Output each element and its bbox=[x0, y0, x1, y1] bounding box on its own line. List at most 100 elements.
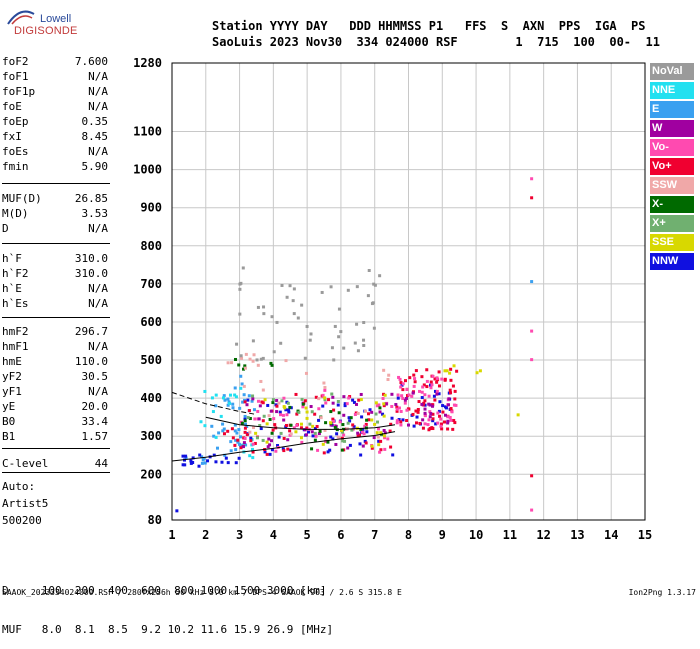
echo-point bbox=[189, 459, 193, 463]
echo-point bbox=[450, 410, 454, 414]
param-label: foF1 bbox=[2, 70, 29, 83]
param-value: 7.600 bbox=[74, 55, 108, 68]
echo-point bbox=[401, 382, 405, 386]
param-label: h`E bbox=[2, 282, 22, 295]
echo-point bbox=[329, 410, 333, 414]
legend-item-vo: Vo- bbox=[650, 139, 694, 156]
echo-point bbox=[252, 426, 256, 430]
echo-point bbox=[221, 429, 225, 433]
echo-point bbox=[275, 410, 279, 414]
echo-point bbox=[357, 398, 361, 402]
y-tick-label: 700 bbox=[140, 277, 162, 291]
echo-point bbox=[318, 429, 322, 433]
echo-point bbox=[283, 406, 287, 410]
echo-point bbox=[410, 394, 414, 398]
echo-point bbox=[299, 436, 303, 440]
param-value: N/A bbox=[88, 145, 108, 158]
echo-point bbox=[448, 371, 452, 375]
echo-point bbox=[378, 274, 382, 278]
echo-point bbox=[427, 402, 431, 406]
echo-point bbox=[449, 367, 453, 371]
echo-point bbox=[441, 410, 445, 414]
echo-point bbox=[323, 388, 327, 392]
echo-point bbox=[308, 422, 312, 426]
echo-point bbox=[381, 396, 385, 400]
echo-point bbox=[422, 401, 426, 405]
echo-point bbox=[429, 380, 433, 384]
echo-point bbox=[281, 447, 285, 451]
echo-point bbox=[301, 405, 305, 409]
echo-point bbox=[436, 411, 440, 415]
echo-point bbox=[285, 413, 289, 417]
param-value: 310.0 bbox=[74, 252, 108, 265]
echo-point bbox=[245, 433, 249, 437]
header-line-1: Station YYYY DAY DDD HHMMSS P1 FFS S AXN… bbox=[212, 19, 646, 33]
echo-point bbox=[329, 421, 333, 425]
echo-point bbox=[449, 418, 453, 422]
echo-point bbox=[530, 177, 534, 181]
echo-point bbox=[272, 350, 276, 354]
param-value: 8.45 bbox=[81, 130, 109, 143]
echo-point bbox=[342, 433, 346, 437]
echo-point bbox=[530, 358, 534, 362]
echo-point bbox=[238, 406, 242, 410]
echo-point bbox=[412, 424, 416, 428]
echo-point bbox=[256, 305, 260, 309]
echo-point bbox=[299, 422, 303, 426]
echo-point bbox=[255, 436, 259, 440]
echo-point bbox=[210, 424, 214, 428]
x-tick-label: 14 bbox=[604, 528, 618, 542]
y-tick-label: 500 bbox=[140, 353, 162, 367]
echo-point bbox=[256, 363, 260, 367]
param-value: 0.35 bbox=[81, 115, 109, 128]
echo-point bbox=[231, 436, 235, 440]
echo-point bbox=[288, 429, 292, 433]
y-tick-label: 300 bbox=[140, 429, 162, 443]
echo-point bbox=[401, 418, 405, 422]
echo-point bbox=[346, 421, 350, 425]
echo-point bbox=[316, 448, 320, 452]
echo-point bbox=[399, 420, 403, 424]
echo-point bbox=[268, 452, 272, 456]
echo-point bbox=[362, 321, 366, 325]
echo-point bbox=[262, 414, 266, 418]
echo-point bbox=[203, 461, 207, 465]
param-value: N/A bbox=[88, 85, 108, 98]
echo-point bbox=[236, 438, 240, 442]
param-row: yF2 30.5 bbox=[2, 370, 108, 385]
echo-point bbox=[420, 375, 424, 379]
param-value: 110.0 bbox=[74, 355, 108, 368]
echo-point bbox=[443, 377, 447, 381]
echo-point bbox=[370, 446, 374, 450]
echo-point bbox=[226, 403, 230, 407]
echo-point bbox=[323, 398, 327, 402]
echo-point bbox=[274, 449, 278, 453]
x-tick-label: 8 bbox=[405, 528, 412, 542]
param-row: yF1 N/A bbox=[2, 385, 108, 400]
echo-point bbox=[300, 303, 304, 307]
echo-point bbox=[243, 414, 247, 418]
echo-point bbox=[377, 439, 381, 443]
echo-point bbox=[258, 404, 262, 408]
echo-point bbox=[324, 436, 328, 440]
echo-point bbox=[310, 430, 314, 434]
echo-point bbox=[421, 426, 425, 430]
echo-point bbox=[265, 452, 269, 456]
echo-point bbox=[414, 409, 418, 413]
param-value: N/A bbox=[88, 222, 108, 235]
echo-point bbox=[445, 369, 449, 373]
echo-point bbox=[530, 474, 534, 478]
echo-point bbox=[198, 453, 202, 457]
echo-point bbox=[417, 400, 421, 404]
echo-point bbox=[183, 463, 187, 467]
echo-point bbox=[475, 371, 479, 375]
param-value: N/A bbox=[88, 297, 108, 310]
param-value: 310.0 bbox=[74, 267, 108, 280]
echo-point bbox=[241, 266, 245, 270]
echo-point bbox=[259, 427, 263, 431]
echo-point bbox=[238, 435, 242, 439]
param-row: hmF1 N/A bbox=[2, 340, 108, 355]
echo-point bbox=[263, 450, 267, 454]
echo-point bbox=[253, 441, 257, 445]
echo-point bbox=[261, 388, 265, 392]
